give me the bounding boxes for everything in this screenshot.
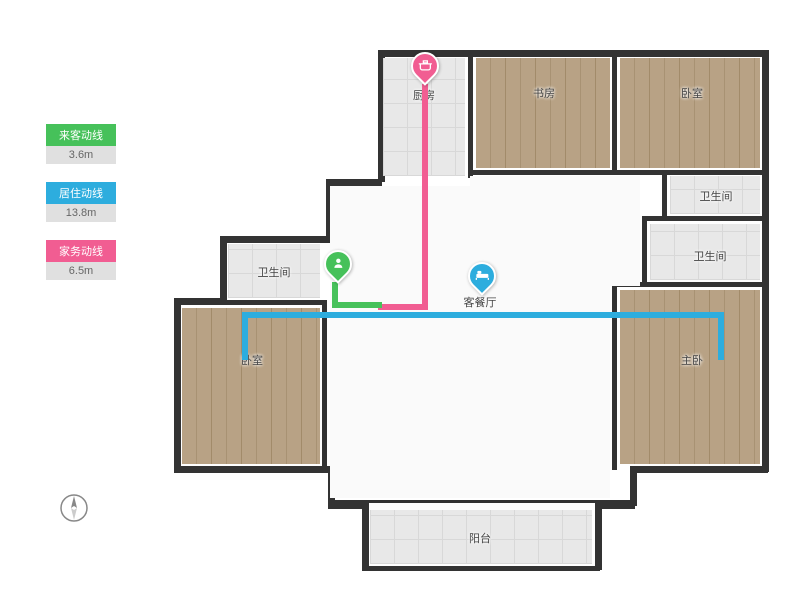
wall-segment — [595, 502, 635, 509]
wall-interior — [468, 50, 473, 178]
legend-title-house: 家务动线 — [46, 240, 116, 262]
wall-segment — [174, 298, 181, 472]
label-bath-ne1: 卫生间 — [700, 188, 733, 204]
room-study — [476, 58, 610, 168]
wall-interior — [328, 500, 636, 503]
person-icon — [332, 257, 344, 272]
wall-segment — [220, 236, 227, 300]
room-bedroom-sw — [182, 308, 320, 464]
label-master: 主卧 — [681, 352, 703, 368]
legend-panel: 来客动线 3.6m 居住动线 13.8m 家务动线 6.5m — [46, 124, 116, 298]
wall-segment — [595, 502, 602, 570]
wall-segment — [174, 466, 334, 473]
label-study: 书房 — [533, 85, 555, 101]
label-bath-ne2: 卫生间 — [694, 248, 727, 264]
compass-icon — [58, 492, 90, 529]
wall-segment — [362, 566, 600, 571]
bed-icon — [475, 268, 489, 285]
wall-interior — [612, 282, 617, 470]
marker-guest — [324, 250, 352, 286]
floorplan-canvas: 厨房 书房 卧室 卫生间 卫生间 卫生间 卧室 主卧 客餐厅 阳台 — [180, 20, 780, 580]
wall-interior — [642, 216, 766, 221]
wall-interior — [220, 300, 326, 305]
legend-value-house: 6.5m — [46, 262, 116, 280]
path-living-seg — [242, 312, 248, 360]
path-guest-seg — [332, 302, 382, 308]
legend-title-guest: 来客动线 — [46, 124, 116, 146]
path-house-seg — [422, 84, 428, 308]
wall-interior — [642, 216, 647, 284]
wall-segment — [174, 298, 224, 305]
path-house-seg — [378, 304, 428, 310]
wall-interior — [662, 170, 667, 218]
wall-interior — [322, 300, 327, 470]
wall-segment — [326, 179, 382, 186]
pot-icon — [418, 58, 432, 75]
label-balcony: 阳台 — [469, 530, 491, 546]
wall-segment — [362, 502, 369, 570]
legend-value-guest: 3.6m — [46, 146, 116, 164]
legend-value-living: 13.8m — [46, 204, 116, 222]
legend-item-house: 家务动线 6.5m — [46, 240, 116, 280]
legend-item-living: 居住动线 13.8m — [46, 182, 116, 222]
room-bedroom-ne — [620, 58, 760, 168]
label-bedroom-ne: 卧室 — [681, 85, 703, 101]
path-living-seg — [718, 312, 724, 360]
label-bath-w: 卫生间 — [258, 264, 291, 280]
legend-item-guest: 来客动线 3.6m — [46, 124, 116, 164]
wall-segment — [220, 236, 330, 243]
wall-interior — [473, 170, 768, 175]
path-living-seg — [242, 312, 724, 318]
legend-title-living: 居住动线 — [46, 182, 116, 204]
wall-segment — [630, 466, 768, 473]
wall-segment — [762, 50, 769, 472]
wall-interior — [612, 50, 617, 174]
marker-house — [411, 52, 439, 88]
marker-living — [468, 262, 496, 298]
